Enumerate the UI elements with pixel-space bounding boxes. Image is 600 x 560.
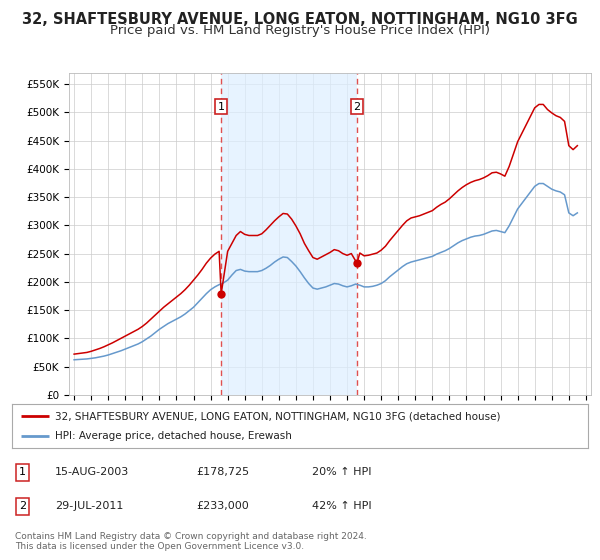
Text: 29-JUL-2011: 29-JUL-2011 [55, 501, 124, 511]
Text: 2: 2 [353, 102, 361, 111]
Text: 15-AUG-2003: 15-AUG-2003 [55, 468, 130, 478]
Text: 32, SHAFTESBURY AVENUE, LONG EATON, NOTTINGHAM, NG10 3FG: 32, SHAFTESBURY AVENUE, LONG EATON, NOTT… [22, 12, 578, 27]
Text: 42% ↑ HPI: 42% ↑ HPI [311, 501, 371, 511]
Bar [221, 73, 357, 395]
Text: 20% ↑ HPI: 20% ↑ HPI [311, 468, 371, 478]
Text: 1: 1 [19, 468, 26, 478]
Text: 32, SHAFTESBURY AVENUE, LONG EATON, NOTTINGHAM, NG10 3FG (detached house): 32, SHAFTESBURY AVENUE, LONG EATON, NOTT… [55, 411, 500, 421]
Text: £233,000: £233,000 [196, 501, 249, 511]
Text: 2: 2 [19, 501, 26, 511]
Text: Contains HM Land Registry data © Crown copyright and database right 2024.
This d: Contains HM Land Registry data © Crown c… [15, 532, 367, 552]
Text: £178,725: £178,725 [196, 468, 250, 478]
Text: HPI: Average price, detached house, Erewash: HPI: Average price, detached house, Erew… [55, 431, 292, 441]
Text: Price paid vs. HM Land Registry's House Price Index (HPI): Price paid vs. HM Land Registry's House … [110, 24, 490, 36]
Text: 1: 1 [218, 102, 224, 111]
